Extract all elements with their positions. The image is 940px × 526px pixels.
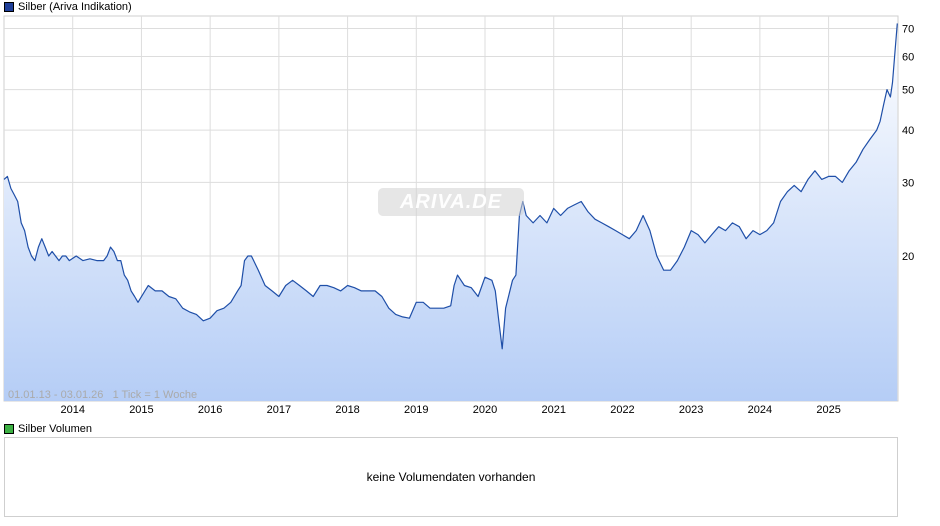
price-legend: Silber (Ariva Indikation) xyxy=(4,1,132,13)
volume-panel: keine Volumendaten vorhanden xyxy=(4,437,898,517)
x-tick-label: 2023 xyxy=(679,404,703,416)
x-tick-label: 2018 xyxy=(335,404,359,416)
x-tick-label: 2017 xyxy=(267,404,291,416)
price-line xyxy=(3,23,898,350)
x-tick-label: 2022 xyxy=(610,404,634,416)
price-area xyxy=(4,23,898,402)
x-tick-label: 2016 xyxy=(198,404,222,416)
range-note: 01.01.13 - 03.01.26 1 Tick = 1 Woche xyxy=(8,389,197,401)
y-tick-label: 30 xyxy=(902,177,914,189)
volume-legend-label: Silber Volumen xyxy=(18,423,92,435)
y-tick-label: 70 xyxy=(902,24,914,36)
x-tick-label: 2015 xyxy=(129,404,153,416)
price-legend-label: Silber (Ariva Indikation) xyxy=(18,1,132,13)
y-tick-label: 20 xyxy=(902,251,914,263)
x-tick-label: 2021 xyxy=(541,404,565,416)
x-tick-label: 2025 xyxy=(816,404,840,416)
x-tick-label: 2014 xyxy=(60,404,84,416)
watermark-logo: ARIVA.DE xyxy=(378,188,524,216)
y-tick-label: 40 xyxy=(902,125,914,137)
volume-legend: Silber Volumen xyxy=(4,423,92,435)
y-tick-label: 60 xyxy=(902,52,914,64)
y-tick-label: 50 xyxy=(902,85,914,97)
volume-empty-message: keine Volumendaten vorhanden xyxy=(366,470,536,484)
volume-legend-swatch xyxy=(4,424,14,434)
y-axis-ticks: 20 30 40 50 60 70 xyxy=(902,24,914,263)
price-chart: 20 30 40 50 60 70 2014 2015 2016 2017 2018 2019 202… xyxy=(3,15,914,416)
x-axis-ticks: 2014 2015 2016 2017 2018 2019 2020 2021 2022 2023… xyxy=(60,404,840,416)
price-legend-swatch xyxy=(4,2,14,12)
x-tick-label: 2024 xyxy=(748,404,772,416)
x-tick-label: 2020 xyxy=(473,404,497,416)
x-tick-label: 2019 xyxy=(404,404,428,416)
